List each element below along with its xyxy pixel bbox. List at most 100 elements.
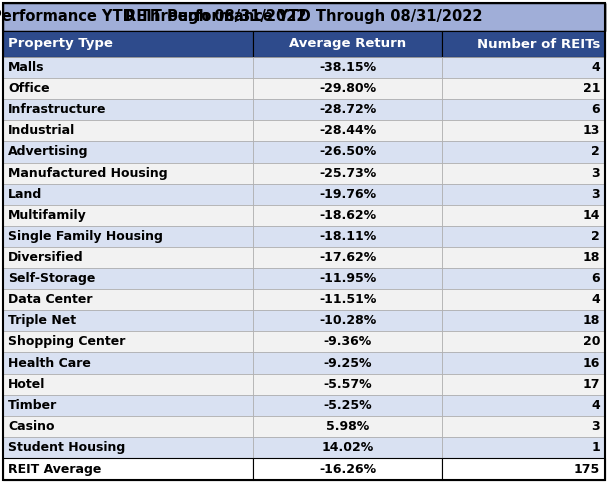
Bar bbox=[253, 226, 443, 247]
Bar bbox=[443, 162, 605, 184]
Bar bbox=[443, 78, 605, 99]
Bar bbox=[443, 3, 605, 31]
Bar bbox=[253, 162, 443, 184]
Bar bbox=[3, 416, 253, 437]
Text: REIT Performance YTD Through 08/31/2022: REIT Performance YTD Through 08/31/2022 bbox=[0, 10, 306, 25]
Bar bbox=[443, 289, 605, 310]
Text: -25.73%: -25.73% bbox=[319, 167, 376, 180]
Text: Self-Storage: Self-Storage bbox=[8, 272, 95, 285]
Bar bbox=[443, 142, 605, 162]
Bar bbox=[443, 31, 605, 57]
Bar bbox=[3, 331, 253, 353]
Bar bbox=[443, 395, 605, 416]
Bar bbox=[253, 78, 443, 99]
Text: -18.62%: -18.62% bbox=[319, 209, 376, 222]
Text: 3: 3 bbox=[592, 167, 600, 180]
Text: 3: 3 bbox=[592, 420, 600, 433]
Bar bbox=[3, 57, 253, 78]
Text: 20: 20 bbox=[582, 335, 600, 348]
Text: -11.51%: -11.51% bbox=[319, 293, 376, 306]
Text: 14: 14 bbox=[582, 209, 600, 222]
Text: Industrial: Industrial bbox=[8, 124, 75, 137]
Bar bbox=[253, 205, 443, 226]
Bar bbox=[3, 437, 253, 458]
Text: 21: 21 bbox=[582, 82, 600, 95]
Text: 17: 17 bbox=[582, 378, 600, 391]
Text: Hotel: Hotel bbox=[8, 378, 46, 391]
Text: 4: 4 bbox=[591, 293, 600, 306]
Bar bbox=[253, 331, 443, 353]
Text: 175: 175 bbox=[574, 463, 600, 475]
Text: Single Family Housing: Single Family Housing bbox=[8, 230, 163, 243]
Text: 2: 2 bbox=[591, 230, 600, 243]
Bar bbox=[3, 3, 605, 31]
Text: -9.25%: -9.25% bbox=[323, 356, 372, 369]
Bar bbox=[253, 373, 443, 395]
Text: -17.62%: -17.62% bbox=[319, 251, 376, 264]
Text: Office: Office bbox=[8, 82, 50, 95]
Bar bbox=[253, 289, 443, 310]
Bar bbox=[253, 310, 443, 331]
Bar bbox=[253, 395, 443, 416]
Bar bbox=[443, 226, 605, 247]
Bar bbox=[443, 268, 605, 289]
Bar bbox=[3, 310, 253, 331]
Bar bbox=[443, 120, 605, 142]
Text: Manufactured Housing: Manufactured Housing bbox=[8, 167, 168, 180]
Bar bbox=[3, 268, 253, 289]
Text: Triple Net: Triple Net bbox=[8, 314, 76, 327]
Text: 3: 3 bbox=[592, 188, 600, 200]
Text: -26.50%: -26.50% bbox=[319, 145, 376, 158]
Bar bbox=[253, 268, 443, 289]
Bar bbox=[253, 3, 443, 31]
Bar bbox=[253, 31, 443, 57]
Text: 2: 2 bbox=[591, 145, 600, 158]
Text: -28.72%: -28.72% bbox=[319, 103, 376, 116]
Bar bbox=[3, 3, 253, 31]
Text: -5.57%: -5.57% bbox=[323, 378, 372, 391]
Bar bbox=[3, 31, 253, 57]
Bar bbox=[443, 99, 605, 120]
Text: -9.36%: -9.36% bbox=[323, 335, 371, 348]
Text: Number of REITs: Number of REITs bbox=[477, 38, 600, 51]
Bar bbox=[3, 184, 253, 205]
Text: 13: 13 bbox=[582, 124, 600, 137]
Text: 5.98%: 5.98% bbox=[326, 420, 369, 433]
Text: Student Housing: Student Housing bbox=[8, 441, 125, 454]
Bar bbox=[3, 395, 253, 416]
Text: -11.95%: -11.95% bbox=[319, 272, 376, 285]
Text: REIT Performance YTD Through 08/31/2022: REIT Performance YTD Through 08/31/2022 bbox=[125, 10, 483, 25]
Text: Malls: Malls bbox=[8, 61, 44, 74]
Text: 6: 6 bbox=[592, 103, 600, 116]
Bar bbox=[443, 437, 605, 458]
Bar bbox=[443, 331, 605, 353]
Text: Data Center: Data Center bbox=[8, 293, 92, 306]
Text: -16.26%: -16.26% bbox=[319, 463, 376, 475]
Bar bbox=[253, 99, 443, 120]
Text: Advertising: Advertising bbox=[8, 145, 89, 158]
Text: -10.28%: -10.28% bbox=[319, 314, 376, 327]
Bar bbox=[3, 289, 253, 310]
Bar bbox=[253, 437, 443, 458]
Bar bbox=[253, 353, 443, 373]
Text: -28.44%: -28.44% bbox=[319, 124, 376, 137]
Text: -38.15%: -38.15% bbox=[319, 61, 376, 74]
Text: 18: 18 bbox=[582, 314, 600, 327]
Text: Multifamily: Multifamily bbox=[8, 209, 87, 222]
Text: -5.25%: -5.25% bbox=[323, 399, 372, 412]
Text: Health Care: Health Care bbox=[8, 356, 91, 369]
Bar bbox=[443, 458, 605, 480]
Text: 4: 4 bbox=[591, 399, 600, 412]
Bar bbox=[3, 78, 253, 99]
Bar bbox=[3, 99, 253, 120]
Bar bbox=[253, 57, 443, 78]
Bar bbox=[443, 353, 605, 373]
Bar bbox=[3, 373, 253, 395]
Bar bbox=[253, 247, 443, 268]
Bar bbox=[253, 142, 443, 162]
Bar bbox=[3, 458, 253, 480]
Bar bbox=[443, 247, 605, 268]
Text: Shopping Center: Shopping Center bbox=[8, 335, 125, 348]
Bar bbox=[443, 205, 605, 226]
Text: 4: 4 bbox=[591, 61, 600, 74]
